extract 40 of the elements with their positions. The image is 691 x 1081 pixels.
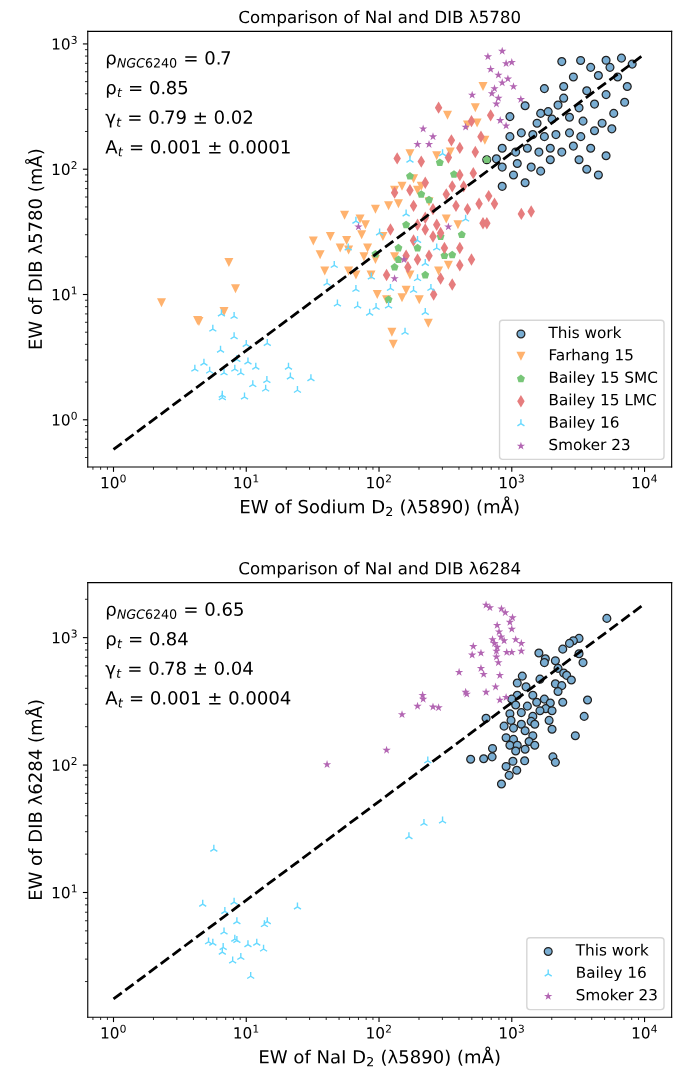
x-tick-label: 10$^{0}$	[101, 1024, 126, 1039]
y-tick-label: 10$^{3}$	[52, 629, 77, 644]
chart-title: Comparison of NaI and DIB λ5780	[239, 10, 520, 27]
x-tick-label: 10$^{1}$	[234, 474, 259, 489]
legend-label: Smoker 23	[549, 438, 630, 451]
x-tick-label: 10$^{4}$	[632, 474, 657, 489]
legend-label: Bailey 15 LMC	[549, 393, 656, 409]
annotation: ρ$_{t}$ = 0.85	[106, 80, 188, 98]
legend-label: This work	[548, 326, 622, 339]
y-tick-label: 10$^{2}$	[52, 161, 77, 176]
y-tick-label: 10$^{2}$	[52, 756, 77, 771]
legend-label: Farhang 15	[549, 348, 633, 364]
legend-label: Bailey 15 SMC	[549, 371, 658, 386]
x-tick-label: 10$^{3}$	[500, 1024, 524, 1039]
x-axis-title: EW of NaI D$_{2}$ (λ5890) (mÅ)	[260, 1046, 500, 1067]
legend-label: Bailey 16	[549, 416, 619, 431]
x-tick-label: 10$^{4}$	[632, 1024, 657, 1039]
y-axis-title: EW of DIB λ6284 (mÅ)	[25, 700, 45, 900]
y-tick-label: 10$^{1}$	[52, 286, 77, 301]
annotation: ρ$_{t}$ = 0.84	[106, 631, 188, 650]
x-tick-label: 10$^{2}$	[367, 474, 391, 489]
annotation: ρ$_{NGC6240}$ = 0.7	[106, 51, 231, 69]
x-tick-label: 10$^{0}$	[101, 474, 126, 489]
x-tick-label: 10$^{2}$	[367, 1024, 391, 1039]
x-tick-label: 10$^{3}$	[500, 474, 524, 489]
annotation: A$_{t}$ = 0.001 ± 0.0004	[105, 691, 291, 708]
y-axis-title: EW of DIB λ5780 (mÅ)	[25, 149, 45, 349]
y-tick-label: 10$^{1}$	[52, 884, 77, 899]
annotation: γ$_{t}$ = 0.79 ± 0.02	[105, 110, 252, 128]
legend-label: Smoker 23	[576, 988, 657, 1001]
annotation: A$_{t}$ = 0.001 ± 0.0001	[105, 140, 290, 157]
legend-label: This work	[575, 943, 649, 956]
annotation: ρ$_{NGC6240}$ = 0.65	[106, 602, 243, 620]
y-tick-label: 10$^{3}$	[52, 35, 77, 50]
chart-title: Comparison of NaI and DIB λ6284	[239, 561, 521, 578]
legend-label: Bailey 16	[577, 966, 646, 982]
x-axis-title: EW of Sodium D$_{2}$ (λ5890) (mÅ)	[241, 496, 519, 517]
annotation: γ$_{t}$ = 0.78 ± 0.04	[105, 661, 253, 679]
y-tick-label: 10$^{0}$	[52, 411, 77, 426]
x-tick-label: 10$^{1}$	[234, 1024, 259, 1039]
